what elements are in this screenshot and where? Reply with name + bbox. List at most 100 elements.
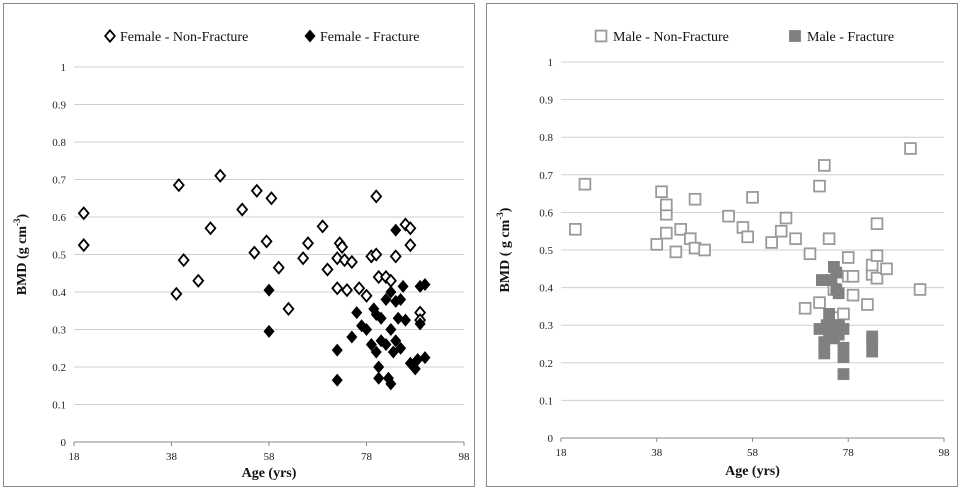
data-point (331, 343, 343, 357)
data-point (837, 351, 850, 364)
x-tick-label: 18 (556, 447, 568, 459)
data-point (818, 347, 831, 360)
y-tick-label: 0.2 (52, 362, 66, 374)
data-point (172, 178, 185, 193)
y-tick-label: 0 (61, 437, 67, 449)
data-point (837, 323, 850, 335)
legend-label: Female - Fracture (320, 30, 420, 45)
data-point (389, 249, 402, 264)
x-tick-label: 98 (939, 447, 951, 459)
data-point (698, 243, 711, 257)
data-point (250, 183, 263, 198)
data-point (866, 345, 879, 358)
y-tick-label: 0.3 (539, 320, 553, 332)
y-tick-label: 1 (548, 57, 554, 69)
data-point (77, 238, 90, 253)
legend-marker (304, 29, 316, 43)
data-point (373, 371, 385, 385)
y-tick-label: 0.6 (539, 207, 553, 219)
data-point (569, 223, 582, 236)
data-point (385, 377, 397, 391)
data-point (822, 232, 836, 246)
data-point (397, 279, 409, 293)
data-point (404, 221, 417, 236)
data-point (419, 278, 431, 291)
x-tick-label: 18 (69, 451, 81, 463)
data-point (722, 209, 735, 223)
y-tick-label: 0.5 (539, 245, 553, 257)
data-point (837, 307, 850, 321)
data-point (204, 221, 217, 236)
female-chart-panel: 0 0.1 0.2 0.3 0.4 0.5 0.6 0.7 0.8 0.9 1 18 38 58 78 98 A… (3, 3, 475, 487)
data-point (846, 270, 860, 283)
data-point (866, 334, 879, 347)
non-fracture-series (77, 168, 427, 328)
data-point (380, 293, 392, 306)
data-point (370, 189, 383, 204)
data-point (370, 247, 383, 262)
x-tick-label: 78 (843, 447, 855, 459)
female-scatter-chart: 0 0.1 0.2 0.3 0.4 0.5 0.6 0.7 0.8 0.9 1 18 38 58 78 98 A… (12, 28, 470, 481)
data-point (170, 286, 183, 301)
data-point (832, 287, 845, 300)
data-point (321, 262, 334, 277)
data-point (390, 223, 402, 237)
data-point (297, 251, 310, 266)
data-point (263, 283, 275, 297)
y-axis-title: BMD ( g cm-3) (495, 207, 513, 292)
legend-label: Male - Non-Fracture (613, 30, 729, 45)
data-point (316, 219, 329, 234)
data-point (272, 260, 285, 275)
data-point (346, 330, 358, 344)
data-point (395, 341, 407, 355)
y-tick-label: 0.4 (539, 283, 553, 295)
data-point (385, 323, 397, 336)
data-point (214, 168, 227, 183)
x-tick-label: 78 (361, 451, 373, 463)
data-point (260, 234, 273, 249)
y-tick-label: 0.9 (52, 100, 66, 112)
data-point (688, 192, 702, 206)
data-point (236, 202, 249, 217)
y-tick-label: 0.1 (52, 400, 66, 412)
data-point (419, 351, 431, 365)
data-point (373, 360, 385, 374)
fracture-series (263, 223, 431, 391)
y-tick-label: 0.4 (52, 287, 66, 299)
data-point (177, 253, 190, 268)
data-point (913, 283, 927, 296)
data-point (870, 249, 884, 262)
data-point (803, 247, 817, 261)
data-point (830, 266, 843, 279)
y-tick-label: 1 (61, 62, 67, 74)
data-point (192, 273, 205, 288)
data-point (870, 217, 884, 230)
data-point (404, 238, 417, 253)
data-point (789, 232, 802, 246)
data-point (380, 338, 392, 351)
data-point (351, 306, 363, 320)
legend-marker (594, 29, 608, 43)
data-point (841, 251, 855, 264)
data-point (375, 311, 387, 325)
data-point (263, 324, 275, 338)
y-tick-label: 0.6 (52, 212, 66, 224)
y-tick-label: 0.1 (539, 395, 553, 407)
x-tick-label: 38 (166, 451, 178, 463)
y-tick-label: 0.8 (52, 137, 66, 149)
data-point (669, 245, 683, 259)
data-point (650, 238, 664, 251)
data-point (365, 338, 377, 351)
data-point (741, 230, 755, 244)
data-point (77, 206, 90, 221)
data-point (880, 262, 893, 276)
data-point (674, 223, 687, 236)
data-point (331, 281, 344, 296)
data-point (655, 185, 668, 199)
data-point (395, 293, 407, 306)
data-point (904, 142, 917, 155)
male-scatter-chart: 0 0.1 0.2 0.3 0.4 0.5 0.6 0.7 0.8 0.9 1 18 38 58 78 98 A… (495, 29, 951, 479)
data-point (370, 345, 382, 359)
data-point (660, 198, 673, 212)
data-point (385, 285, 397, 299)
